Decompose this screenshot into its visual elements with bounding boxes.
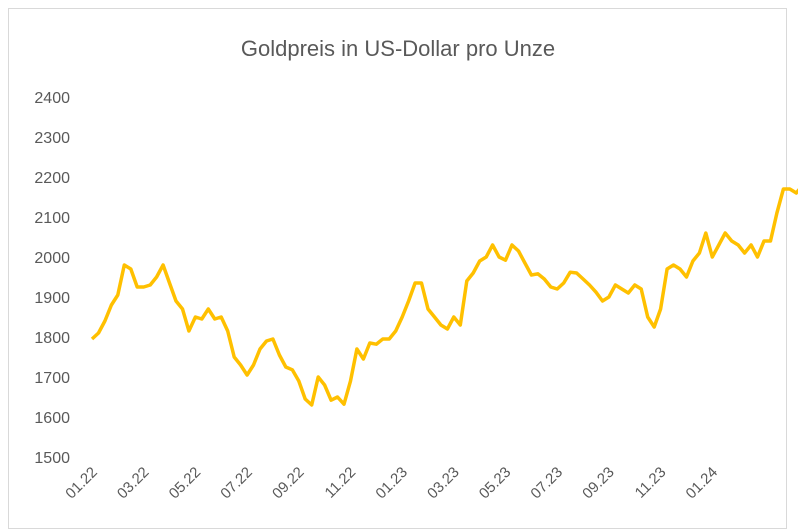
y-tick-label: 1700 xyxy=(34,370,70,387)
y-tick-label: 1600 xyxy=(34,410,70,427)
y-tick-label: 1500 xyxy=(34,450,70,467)
chart-title: Goldpreis in US-Dollar pro Unze xyxy=(241,36,555,61)
y-tick-label: 2300 xyxy=(34,130,70,147)
y-tick-label: 2000 xyxy=(34,250,70,267)
chart-border xyxy=(8,8,787,529)
y-tick-label: 1900 xyxy=(34,290,70,307)
y-tick-label: 1800 xyxy=(34,330,70,347)
price-line xyxy=(90,187,798,407)
y-tick-label: 2100 xyxy=(34,210,70,227)
y-tick-label: 2200 xyxy=(34,170,70,187)
y-tick-label: 2400 xyxy=(34,90,70,107)
